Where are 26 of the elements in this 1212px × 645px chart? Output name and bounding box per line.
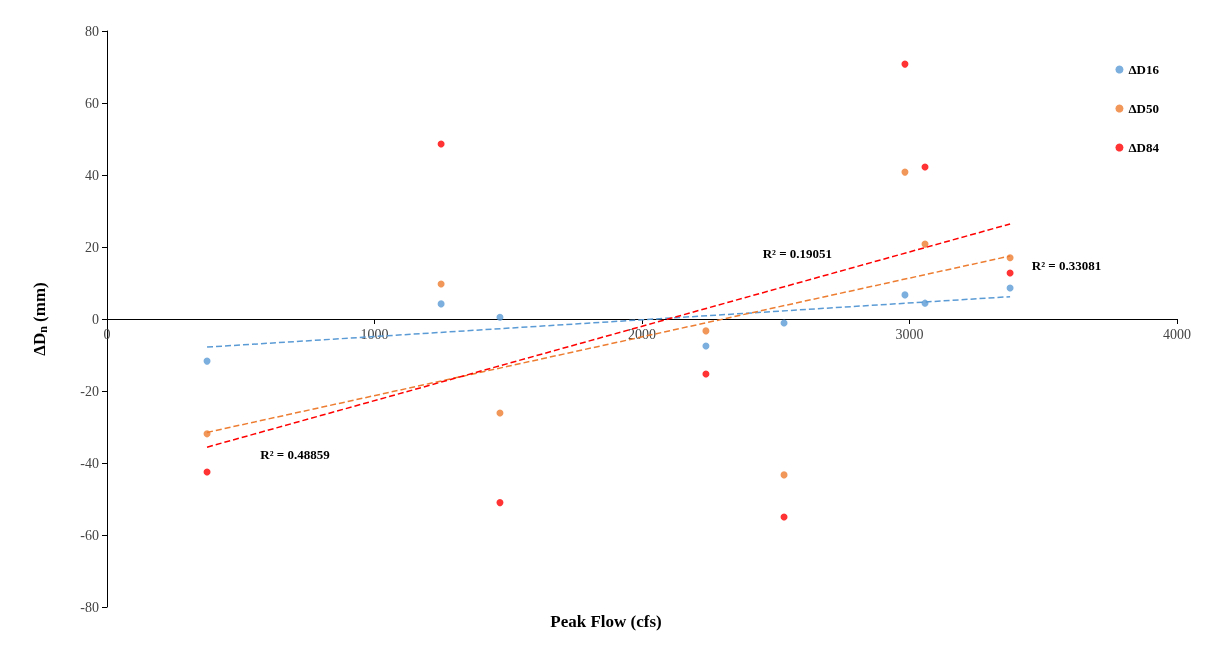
annotation: R² = 0.19051 [762,245,833,261]
y-tick-label: -20 [80,383,99,399]
y-tick-label: -60 [80,527,99,543]
point [496,313,504,321]
y-tick-label: 60 [85,95,99,111]
legend-label: ΔD50 [1128,101,1160,116]
point [901,291,909,299]
legend-label: ΔD84 [1128,140,1160,155]
y-tick-label: -40 [80,455,99,471]
point [496,499,504,507]
y-tick-label: 40 [85,167,99,183]
y-tick-label: 80 [85,23,99,39]
x-tick-label: 4000 [1163,326,1191,342]
x-tick-label: 1000 [360,326,389,342]
y-tick-label: 20 [85,239,99,255]
y-tick-label: -80 [80,599,99,615]
x-tick-label: 3000 [895,326,924,342]
annotation: R² = 0.33081 [1031,258,1102,274]
x-axis-title: Peak Flow (cfs) [550,612,662,631]
point [437,300,445,308]
x-tick-label: 2000 [628,326,656,342]
y-tick-label: 0 [92,311,99,327]
y-axis-title: ΔDn (mm) [29,282,50,356]
point [702,327,710,335]
annotation: R² = 0.48859 [260,447,331,463]
legend-label: ΔD16 [1128,62,1160,77]
